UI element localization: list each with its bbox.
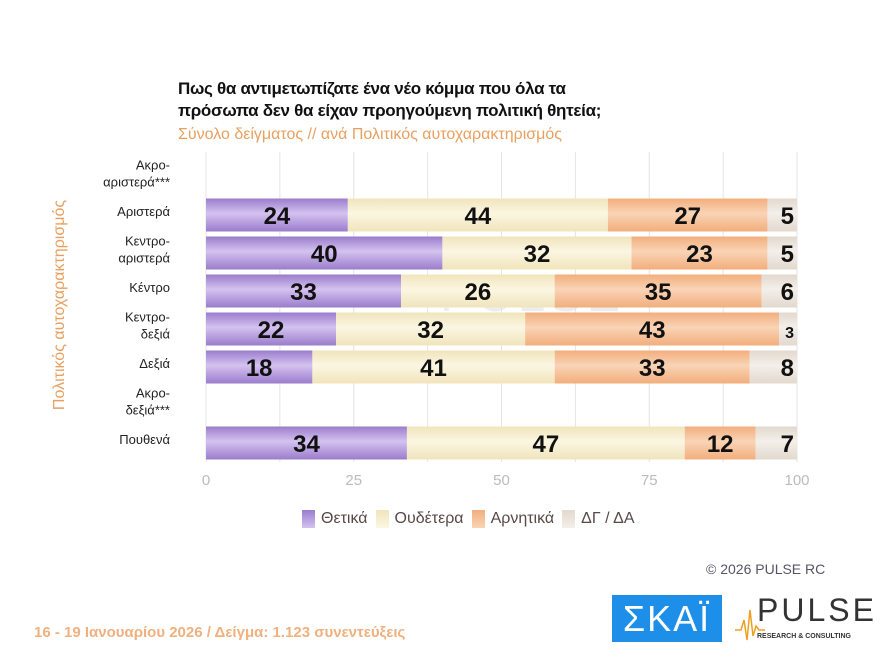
data-label: 41 xyxy=(420,355,447,382)
category-label: Ακρο-δεξιά*** xyxy=(126,386,170,418)
data-label: 33 xyxy=(290,279,317,306)
data-label: 26 xyxy=(465,279,492,306)
data-label: 33 xyxy=(639,355,666,382)
bar-segment xyxy=(554,350,750,384)
legend-swatch xyxy=(302,510,315,528)
bar-segment xyxy=(206,312,337,346)
skai-logo: ΣΚΑΪ xyxy=(612,595,722,642)
data-label: 35 xyxy=(645,279,672,306)
x-tick-label: 25 xyxy=(345,472,362,489)
legend: Θετικά Ουδέτερα Αρνητικά ΔΓ / ΔΑ xyxy=(302,510,634,528)
bar-segment xyxy=(336,312,526,346)
data-label: 40 xyxy=(311,241,338,268)
category-label: Δεξιά xyxy=(139,356,170,371)
data-label: 5 xyxy=(781,203,794,230)
bar-segment xyxy=(554,274,762,308)
category-label: Κέντρο xyxy=(129,280,170,295)
data-label: 6 xyxy=(781,279,794,306)
category-label: Αριστερά xyxy=(117,204,170,219)
bar-segment xyxy=(442,236,632,270)
legend-item: ΔΓ / ΔΑ xyxy=(562,510,634,528)
chart-subtitle: Σύνολο δείγματος // ανά Πολιτικός αυτοχα… xyxy=(178,126,562,143)
bar-segment xyxy=(206,236,443,270)
chart-title: Πως θα αντιμετωπίζατε ένα νέο κόμμα που … xyxy=(178,78,601,122)
bar-segment xyxy=(755,426,797,460)
x-tick-label: 0 xyxy=(202,472,210,489)
pulse-wave-icon xyxy=(735,609,765,641)
fieldwork-info: 16 - 19 Ιανουαρίου 2026 / Δείγμα: 1.123 … xyxy=(34,624,406,641)
x-tick-label: 100 xyxy=(784,472,809,489)
data-label: 47 xyxy=(532,431,559,458)
bar-segment xyxy=(761,274,797,308)
bar-segment xyxy=(401,274,555,308)
data-label: 22 xyxy=(258,317,285,344)
data-label: 23 xyxy=(686,241,713,268)
data-label: 7 xyxy=(781,431,794,458)
pulse-logo-sub: RESEARCH & CONSULTING xyxy=(757,633,851,640)
data-label: 12 xyxy=(707,431,734,458)
category-label: Ακρο-αριστερά*** xyxy=(103,158,170,190)
bar-segment xyxy=(684,426,756,460)
bar-segment xyxy=(206,426,407,460)
legend-swatch xyxy=(375,510,389,528)
bar-segment xyxy=(779,312,797,346)
data-label: 5 xyxy=(781,241,794,268)
data-label: 43 xyxy=(639,317,666,344)
bar-segment xyxy=(749,350,797,384)
x-tick-label: 50 xyxy=(493,472,510,489)
bar-segment xyxy=(206,198,348,232)
bar-segment xyxy=(206,350,313,384)
data-label: 32 xyxy=(524,241,551,268)
legend-swatch xyxy=(471,510,485,528)
copyright: © 2026 PULSE RC xyxy=(706,561,826,577)
data-label: 32 xyxy=(417,317,444,344)
bar-segment xyxy=(206,274,402,308)
bar-segment xyxy=(767,198,797,232)
legend-label: ΔΓ / ΔΑ xyxy=(581,510,635,527)
legend-item: Θετικά xyxy=(302,510,368,528)
legend-label: Αρνητικά xyxy=(490,510,555,527)
bar-segment xyxy=(631,236,768,270)
legend-item: Ουδέτερα xyxy=(375,510,464,528)
category-label: Κεντρο-δεξιά xyxy=(125,310,171,342)
data-label: 3 xyxy=(785,325,794,342)
x-tick-label: 75 xyxy=(641,472,658,489)
pulse-logo-text: PULSE xyxy=(757,592,877,628)
bar-segment xyxy=(406,426,685,460)
legend-item: Αρνητικά xyxy=(471,510,555,528)
data-label: 8 xyxy=(781,355,794,382)
stacked-bar-chart: 24 44 27 5 40 32 23 5 33 26 35 6 22 32 43 3 18 41 33 8 34 47 1… xyxy=(103,152,810,489)
category-label: Κεντρο-αριστερά xyxy=(118,234,170,266)
data-label: 18 xyxy=(246,355,273,382)
bar-segment xyxy=(525,312,780,346)
bar-segment xyxy=(312,350,555,384)
title-line: Πως θα αντιμετωπίζατε ένα νέο κόμμα που … xyxy=(178,79,566,98)
bar-segment xyxy=(607,198,768,232)
title-line: πρόσωπα δεν θα είχαν προηγούμενη πολιτικ… xyxy=(178,101,602,120)
legend-label: Ουδέτερα xyxy=(394,510,464,527)
bar-segment xyxy=(767,236,797,270)
bar-segment xyxy=(347,198,608,232)
category-label: Πουθενά xyxy=(119,432,170,447)
skai-logo-text: ΣΚΑΪ xyxy=(622,597,712,639)
data-label: 34 xyxy=(293,431,320,458)
data-label: 27 xyxy=(674,203,701,230)
data-label: 44 xyxy=(465,203,492,230)
legend-label: Θετικά xyxy=(321,510,368,527)
legend-swatch xyxy=(562,510,576,528)
pulse-logo: PULSE RESEARCH & CONSULTING xyxy=(735,592,874,644)
data-label: 24 xyxy=(264,203,291,230)
